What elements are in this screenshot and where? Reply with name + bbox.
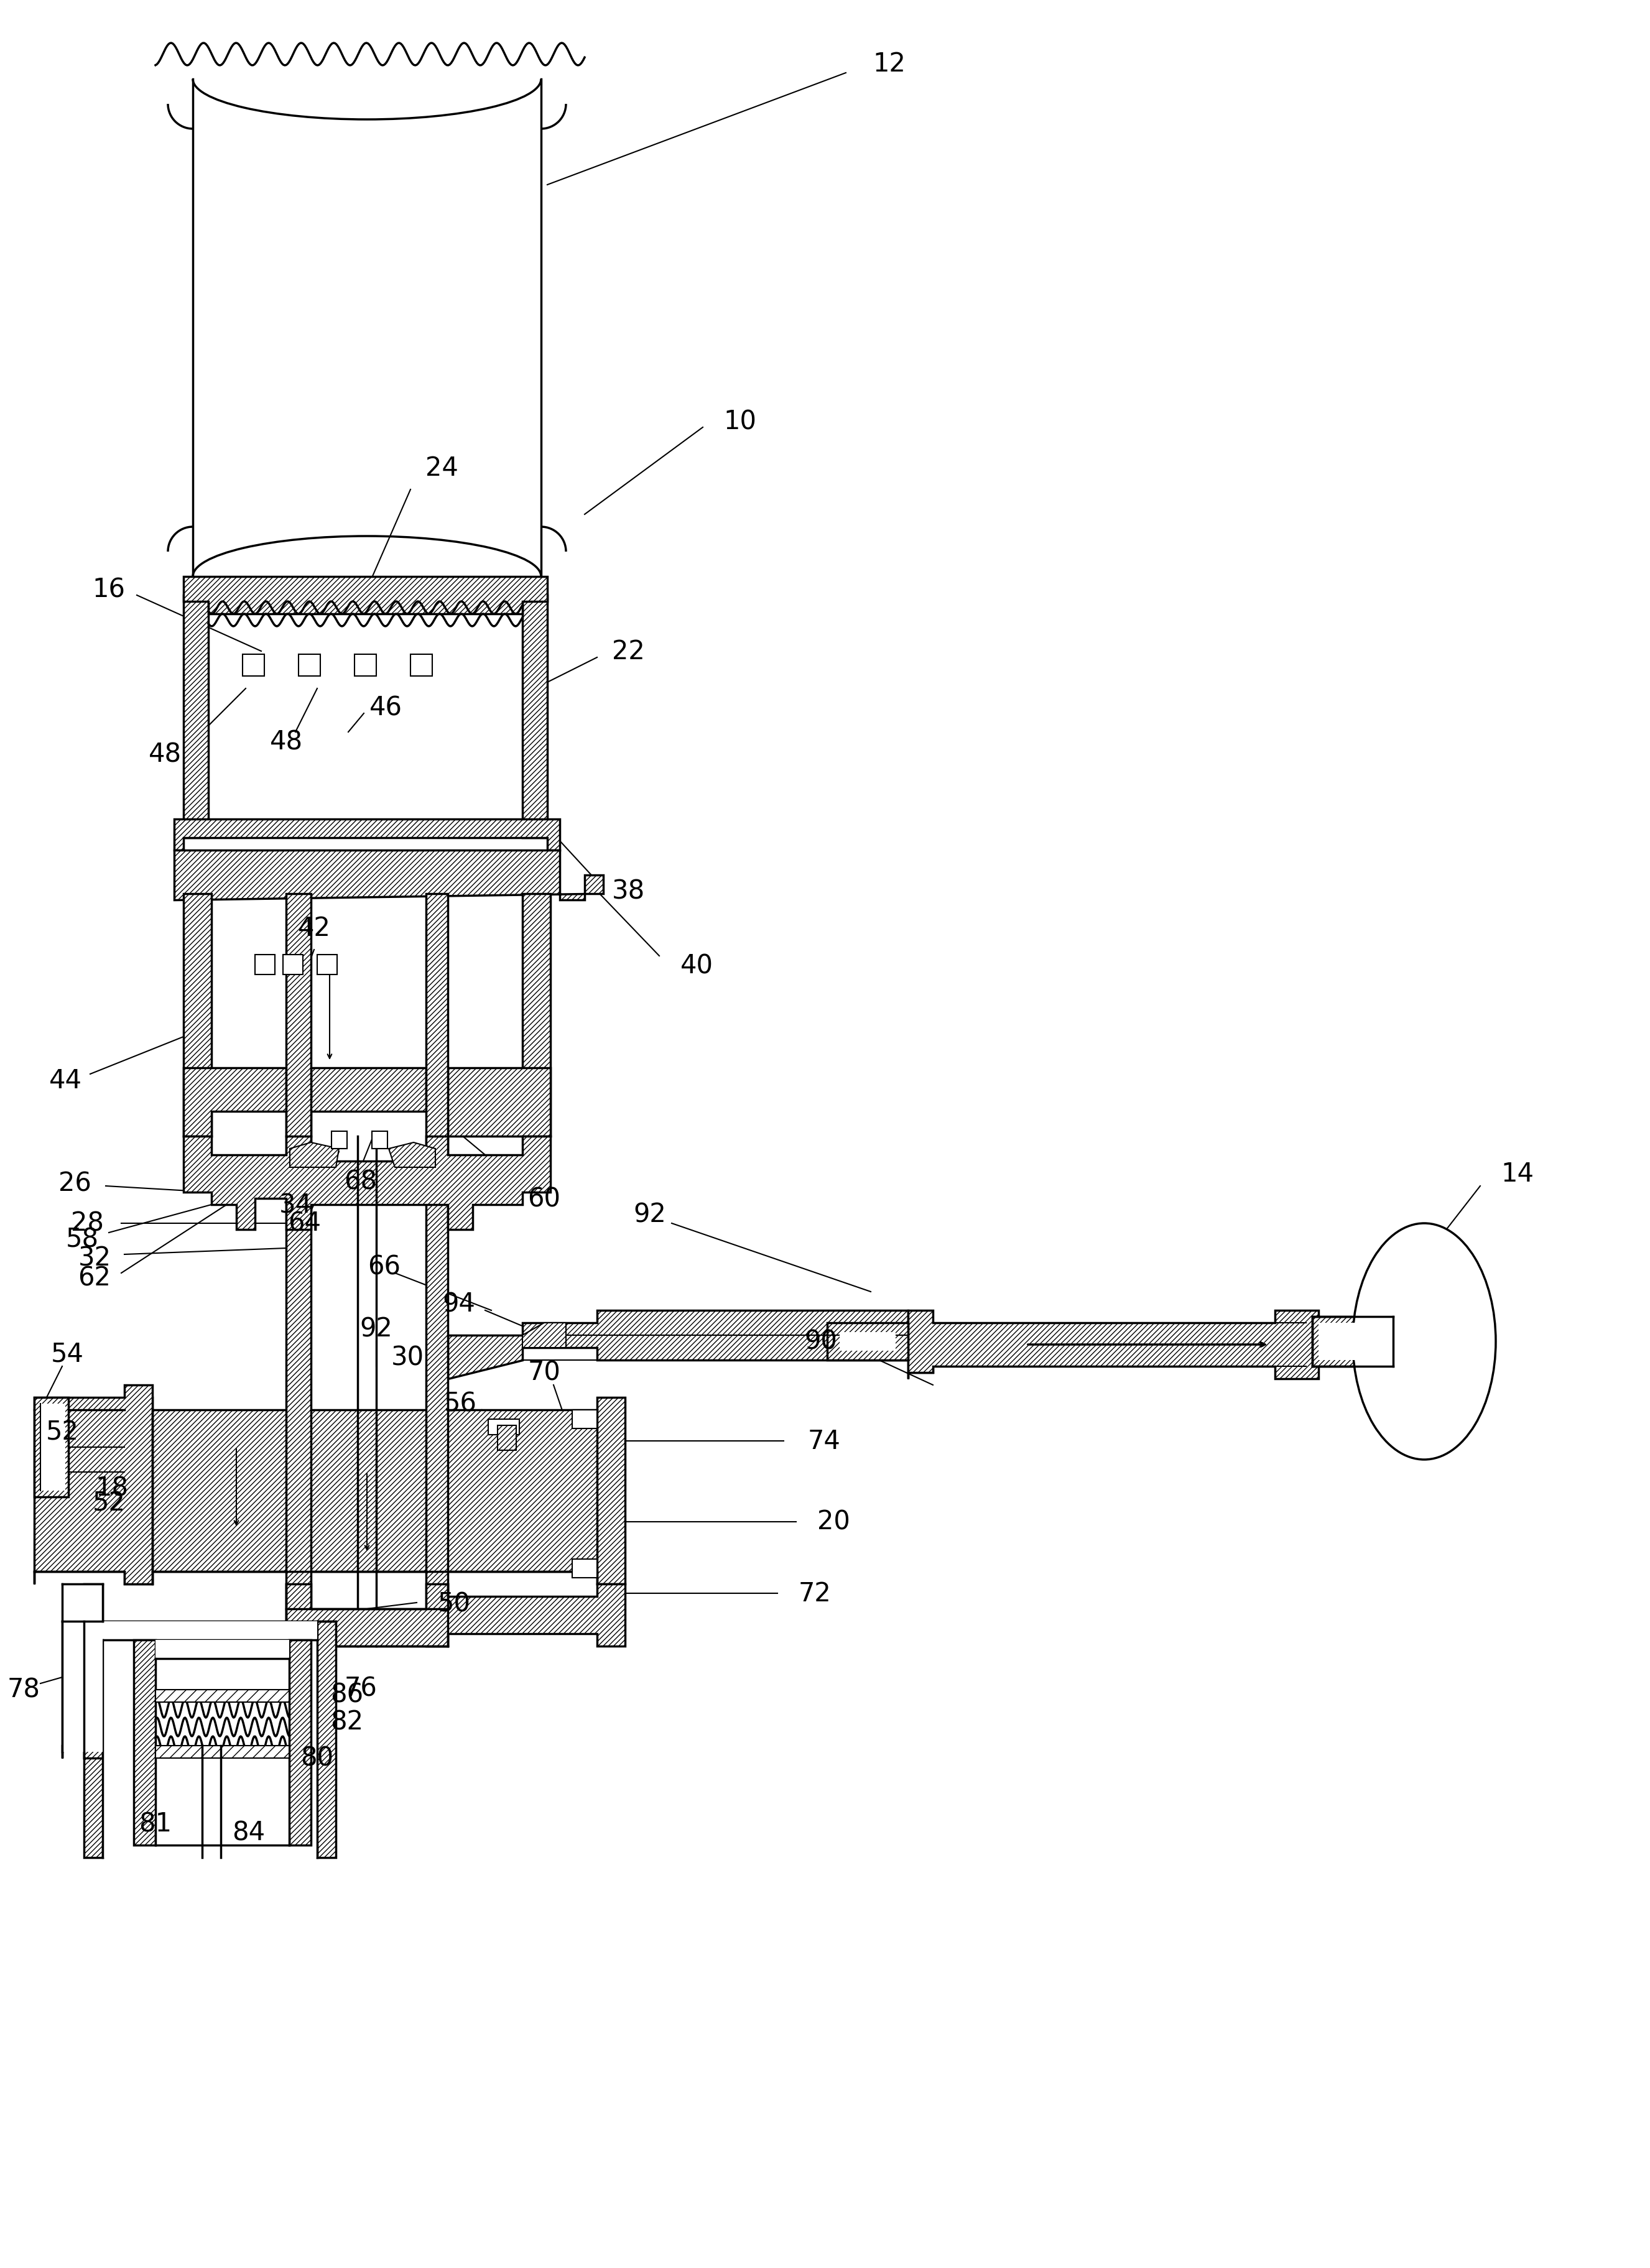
Text: 40: 40 [680, 953, 713, 978]
Text: 16: 16 [92, 576, 125, 603]
Bar [498, 1427, 516, 1452]
Polygon shape [183, 1068, 551, 1136]
Polygon shape [290, 1143, 338, 1168]
Bar [284, 955, 304, 975]
Text: 46: 46 [370, 694, 403, 721]
Bar [573, 1411, 597, 1429]
Text: 76: 76 [345, 1676, 378, 1701]
Text: 48: 48 [148, 742, 182, 767]
Bar [299, 655, 320, 676]
Polygon shape [183, 596, 208, 839]
Text: 64: 64 [289, 1211, 322, 1236]
Text: 92: 92 [360, 1315, 393, 1343]
Polygon shape [523, 894, 551, 1136]
Text: 52: 52 [92, 1490, 125, 1517]
Bar [332, 1132, 346, 1150]
Polygon shape [183, 1136, 551, 1229]
Text: 26: 26 [58, 1170, 91, 1195]
Text: 66: 66 [368, 1254, 401, 1279]
Polygon shape [175, 851, 604, 900]
Text: 68: 68 [345, 1168, 378, 1195]
Text: 80: 80 [300, 1744, 333, 1771]
Text: 14: 14 [1502, 1161, 1534, 1186]
Polygon shape [183, 894, 211, 1136]
Text: 92: 92 [634, 1202, 667, 1227]
Text: 52: 52 [46, 1420, 79, 1445]
Polygon shape [63, 1583, 102, 1758]
Text: 44: 44 [50, 1068, 83, 1093]
Polygon shape [285, 894, 310, 1647]
Text: 42: 42 [297, 916, 330, 941]
Text: 28: 28 [71, 1211, 104, 1236]
Text: 56: 56 [444, 1390, 477, 1418]
Bar [41, 1404, 66, 1490]
Polygon shape [124, 1583, 625, 1647]
Text: 18: 18 [96, 1474, 129, 1501]
Bar [1312, 1318, 1393, 1368]
Text: 50: 50 [437, 1590, 470, 1617]
Bar [840, 1331, 896, 1352]
Bar [155, 1746, 289, 1758]
Text: 30: 30 [391, 1345, 424, 1370]
Polygon shape [908, 1311, 1318, 1379]
Bar [488, 1420, 520, 1436]
Bar [155, 1690, 289, 1703]
Text: 22: 22 [612, 640, 645, 665]
Text: 12: 12 [873, 50, 906, 77]
Polygon shape [175, 819, 559, 851]
Text: 72: 72 [799, 1581, 832, 1606]
Text: 70: 70 [528, 1361, 561, 1386]
Ellipse shape [1353, 1222, 1497, 1461]
Text: 48: 48 [269, 728, 302, 755]
Text: 54: 54 [51, 1340, 84, 1368]
Text: 78: 78 [7, 1676, 40, 1703]
Bar [256, 955, 276, 975]
Bar [102, 1622, 317, 1857]
Bar [573, 1560, 597, 1579]
Bar [371, 1132, 388, 1150]
Text: 38: 38 [612, 878, 645, 905]
Text: 20: 20 [817, 1508, 850, 1535]
Polygon shape [523, 596, 548, 839]
Bar [1318, 1322, 1381, 1361]
Text: 34: 34 [279, 1191, 312, 1218]
Polygon shape [426, 894, 447, 1647]
Bar [355, 655, 376, 676]
Polygon shape [124, 1397, 625, 1583]
Text: 60: 60 [528, 1186, 561, 1211]
Polygon shape [523, 1322, 566, 1347]
Text: 32: 32 [78, 1245, 111, 1270]
Text: 10: 10 [724, 408, 757, 435]
Bar [63, 1583, 102, 1751]
Bar [411, 655, 432, 676]
Polygon shape [389, 1143, 436, 1168]
Text: 58: 58 [66, 1227, 99, 1252]
Bar [243, 655, 264, 676]
Bar [317, 955, 337, 975]
Text: 62: 62 [78, 1266, 111, 1290]
Polygon shape [183, 576, 548, 615]
Polygon shape [84, 1622, 337, 1857]
Text: 86: 86 [330, 1683, 363, 1708]
Text: 94: 94 [442, 1290, 475, 1318]
Polygon shape [134, 1640, 310, 1846]
Polygon shape [35, 1386, 152, 1583]
Bar [155, 1640, 289, 1846]
Bar [827, 1322, 908, 1361]
Text: 84: 84 [233, 1819, 266, 1846]
Polygon shape [35, 1397, 68, 1497]
Text: 90: 90 [805, 1329, 838, 1354]
Text: 74: 74 [807, 1429, 840, 1454]
Polygon shape [447, 1311, 932, 1379]
Text: 82: 82 [330, 1710, 363, 1735]
Text: 24: 24 [426, 456, 459, 481]
Text: 81: 81 [139, 1812, 172, 1837]
